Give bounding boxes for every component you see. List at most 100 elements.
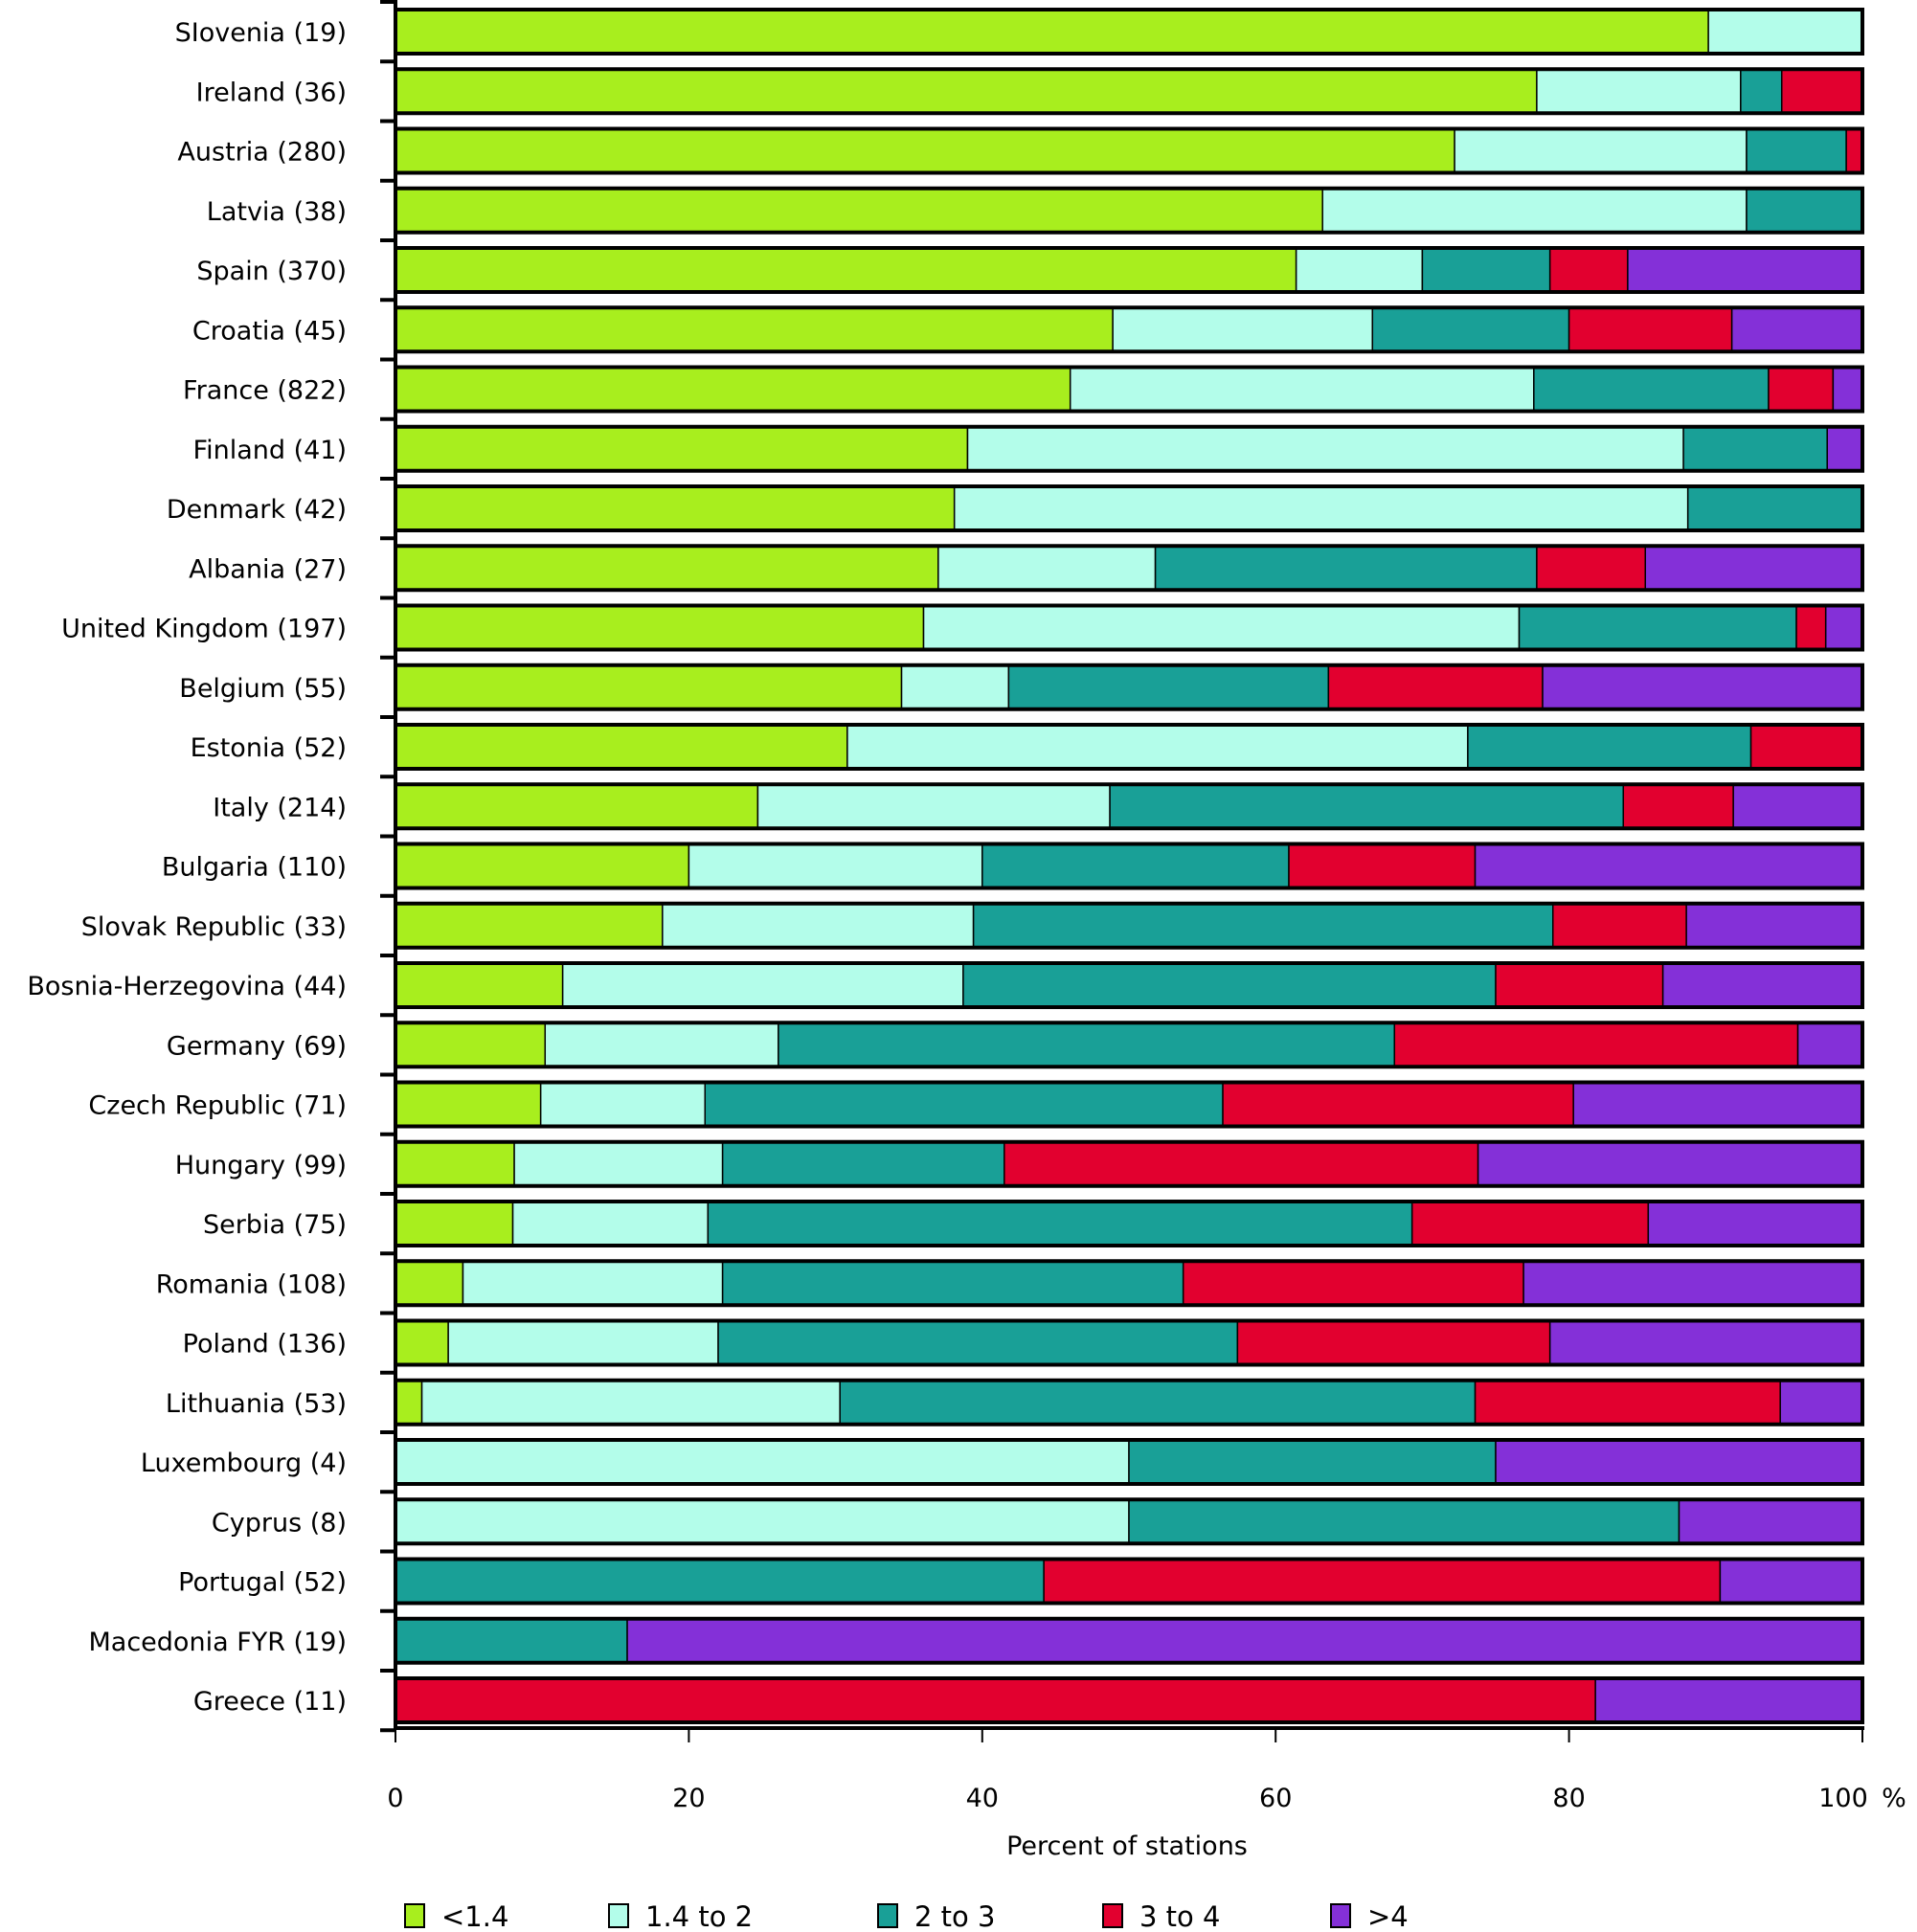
bar-segment — [981, 842, 1290, 889]
category-label: Czech Republic (71) — [88, 1091, 347, 1121]
legend-swatch — [608, 1903, 629, 1928]
bar-segment — [1627, 247, 1863, 293]
bar-segment — [1518, 604, 1797, 651]
bar-segment — [395, 1260, 464, 1306]
bar-segment — [1421, 247, 1551, 293]
bar-segment — [539, 1081, 707, 1128]
bar-segment — [1768, 366, 1835, 413]
bar-segment — [1845, 127, 1863, 174]
bar-segment — [1661, 962, 1863, 1008]
category-label: Macedonia FYR (19) — [89, 1628, 348, 1657]
bar-segment — [1686, 485, 1863, 531]
bar-segment — [1112, 306, 1374, 352]
bar-segment — [1474, 842, 1863, 889]
legend: <1.4 1.4 to 2 2 to 3 3 to 4 >4 — [404, 1900, 1409, 1932]
bar-segment — [395, 604, 925, 651]
category-label: Romania (108) — [156, 1269, 347, 1299]
bar-segment — [1740, 68, 1783, 114]
x-tick-label: 80 — [1552, 1784, 1585, 1813]
bar-segment — [395, 1081, 542, 1128]
bar-segment — [1551, 903, 1687, 949]
bar-segment — [966, 426, 1684, 472]
bar-segment — [1824, 604, 1863, 651]
bar-segment — [1779, 1380, 1863, 1426]
category-label: Lithuania (53) — [166, 1389, 347, 1419]
category-label: SIovenia (19) — [175, 18, 347, 48]
bar-segment — [717, 1319, 1239, 1366]
bar-segment — [511, 1201, 710, 1247]
category-label: Latvia (38) — [207, 197, 347, 227]
bar-segment — [395, 842, 690, 889]
bar-segment — [395, 1022, 547, 1067]
bar-segment — [1128, 1439, 1497, 1485]
legend-swatch — [877, 1903, 898, 1928]
bar-segment — [1536, 545, 1647, 591]
bar-segment — [513, 1141, 724, 1187]
bar-segment — [395, 903, 664, 949]
bar-segment — [1730, 306, 1863, 352]
bar-segment — [1780, 68, 1863, 114]
bar-segment — [395, 1439, 1130, 1485]
bar-segment — [395, 1558, 1045, 1605]
bar-segment — [1454, 127, 1748, 174]
bar-segment — [395, 485, 956, 531]
bar-segment — [395, 664, 903, 710]
bar-segment — [1128, 1498, 1680, 1544]
bar-segment — [1477, 1141, 1863, 1187]
category-label: Italy (214) — [213, 793, 347, 822]
category-label: Cyprus (8) — [212, 1508, 347, 1538]
bar-segment — [1594, 1677, 1863, 1723]
bar-segment — [1548, 247, 1629, 293]
bar-segment — [1749, 724, 1863, 770]
bar-segment — [1746, 127, 1847, 174]
category-label: Croatia (45) — [192, 316, 347, 346]
bar-segment — [937, 545, 1157, 591]
bar-segment — [778, 1022, 1396, 1067]
bar-segment — [1567, 306, 1733, 352]
bar-segment — [1393, 1022, 1799, 1067]
bar-segment — [1288, 842, 1477, 889]
bar-segment — [1685, 903, 1863, 949]
category-label: Albania (27) — [189, 554, 347, 584]
category-label: Spain (370) — [196, 257, 347, 286]
category-label: United Kingdom (197) — [61, 615, 347, 644]
bar-segment — [1474, 1380, 1781, 1426]
bar-segment — [395, 1319, 449, 1366]
bar-segment — [721, 1260, 1184, 1306]
bar-segment — [662, 903, 975, 949]
bar-segment — [395, 1618, 628, 1664]
x-tick-label: 100 — [1818, 1784, 1868, 1813]
bar-segment — [420, 1380, 841, 1426]
bar-segment — [395, 68, 1538, 114]
bar-segment — [1548, 1319, 1863, 1366]
bar-segment — [1004, 1141, 1479, 1187]
bar-segment — [962, 962, 1497, 1008]
x-tick-label: 60 — [1259, 1784, 1292, 1813]
category-label: Belgium (55) — [179, 674, 347, 704]
legend-swatch — [404, 1903, 425, 1928]
x-tick-label: 20 — [672, 1784, 705, 1813]
legend-label: >4 — [1367, 1900, 1409, 1932]
bar-segment — [1732, 783, 1863, 829]
bar-segment — [395, 1141, 515, 1187]
bar-segment — [704, 1081, 1224, 1128]
bar-segment — [1746, 188, 1863, 234]
bar-segment — [395, 188, 1323, 234]
category-label: Poland (136) — [183, 1330, 347, 1359]
bar-segment — [395, 1677, 1596, 1723]
category-labels: SIovenia (19) Ireland (36) Austria (280) La… — [27, 18, 347, 1717]
bar-segment — [922, 604, 1521, 651]
bar-segment — [846, 724, 1469, 770]
bar-segment — [1043, 1558, 1722, 1605]
bar-segment — [1069, 366, 1535, 413]
bar-segment — [707, 1201, 1413, 1247]
bar-segment — [626, 1618, 1863, 1664]
bar-segment — [395, 366, 1071, 413]
legend-label: 1.4 to 2 — [645, 1900, 753, 1932]
category-label: Ireland (36) — [196, 78, 347, 107]
bars-layer — [394, 8, 1864, 1724]
bar-segment — [395, 724, 848, 770]
category-label: France (822) — [183, 376, 347, 406]
bar-segment — [1533, 366, 1770, 413]
